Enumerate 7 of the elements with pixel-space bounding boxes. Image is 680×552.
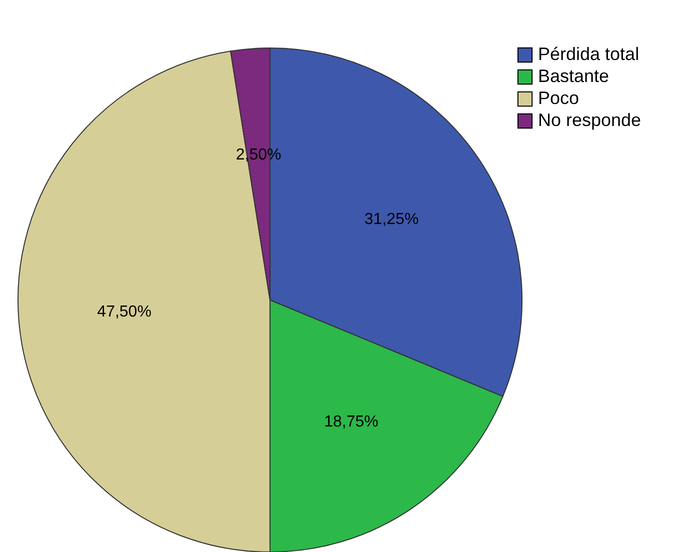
data-label: 47,50%	[97, 303, 152, 320]
legend-label: Bastante	[538, 66, 610, 86]
legend-label: Poco	[538, 88, 580, 108]
data-label: 18,75%	[324, 414, 378, 431]
legend-label: Pérdida total	[538, 44, 640, 64]
legend-label: No responde	[538, 110, 642, 130]
data-label: 31,25%	[364, 210, 419, 228]
